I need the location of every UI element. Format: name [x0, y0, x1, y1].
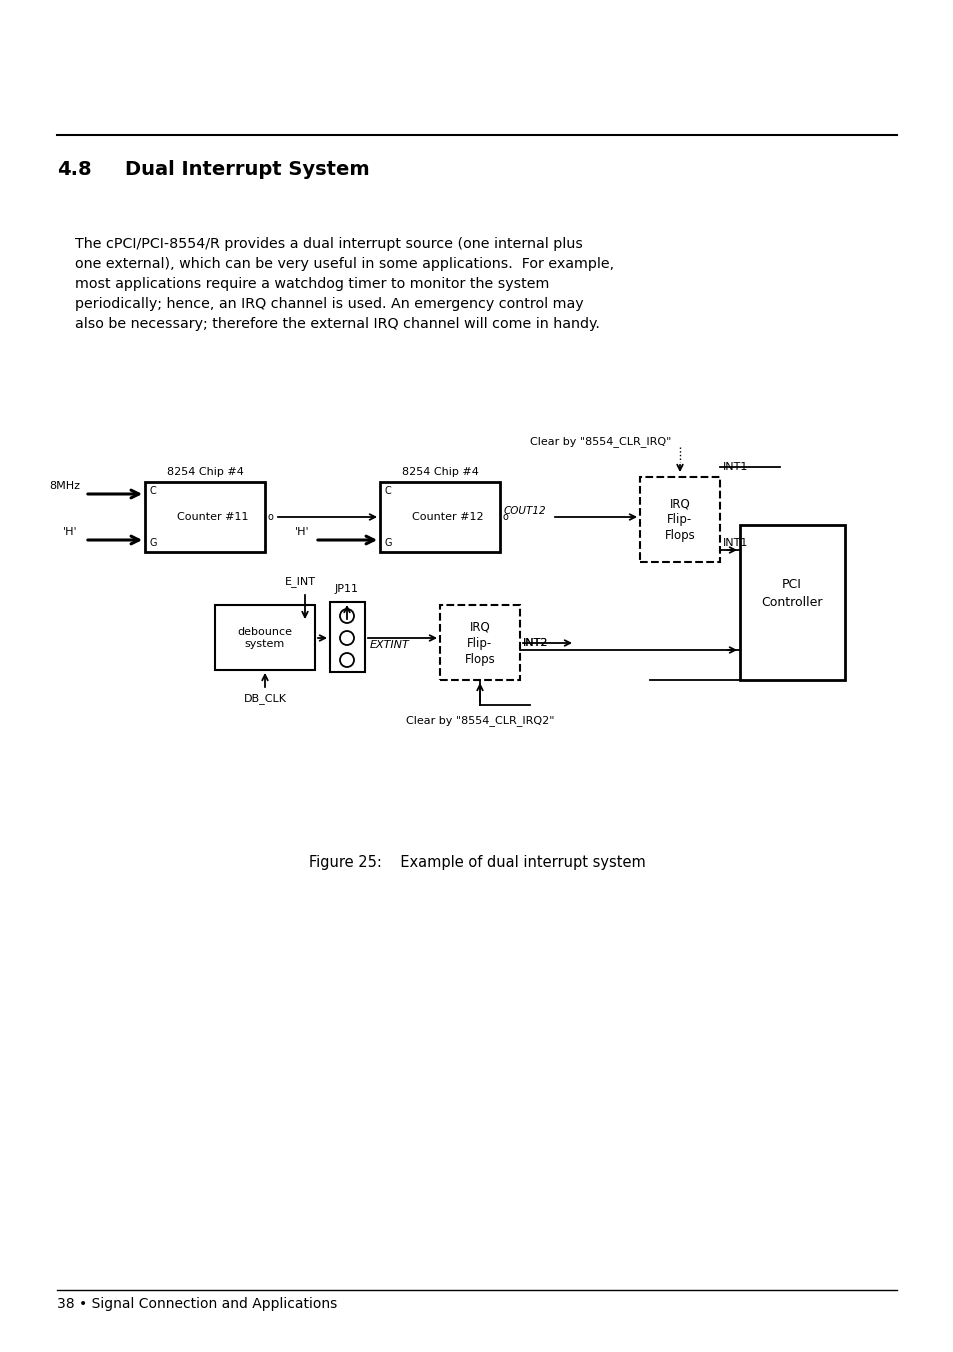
Text: EXTINT: EXTINT — [370, 639, 410, 650]
Text: debounce
system: debounce system — [237, 627, 293, 649]
Text: 'H': 'H' — [295, 527, 310, 537]
Bar — [639, 477, 720, 562]
Text: C: C — [150, 485, 156, 496]
Text: COUT12: COUT12 — [503, 506, 546, 516]
Text: Figure 25:    Example of dual interrupt system: Figure 25: Example of dual interrupt sys… — [309, 854, 644, 869]
Text: periodically; hence, an IRQ channel is used. An emergency control may: periodically; hence, an IRQ channel is u… — [57, 297, 583, 311]
Text: INT1: INT1 — [722, 462, 747, 472]
Text: Counter #11: Counter #11 — [177, 512, 249, 522]
Text: 38 • Signal Connection and Applications: 38 • Signal Connection and Applications — [57, 1297, 337, 1311]
Text: o: o — [502, 512, 508, 522]
Text: 'H': 'H' — [63, 527, 78, 537]
Bar — [330, 602, 365, 672]
Text: C: C — [385, 485, 392, 496]
Bar — [740, 525, 844, 680]
Text: one external), which can be very useful in some applications.  For example,: one external), which can be very useful … — [57, 257, 614, 270]
Text: Dual Interrupt System: Dual Interrupt System — [125, 160, 369, 178]
Text: 8MHz: 8MHz — [49, 481, 80, 491]
Bar — [379, 483, 499, 552]
Text: E_INT: E_INT — [285, 576, 315, 587]
Text: IRQ
Flip-
Flops: IRQ Flip- Flops — [664, 498, 695, 542]
Text: Counter #12: Counter #12 — [412, 512, 483, 522]
Bar — [439, 604, 519, 680]
Text: The cPCI/PCI-8554/R provides a dual interrupt source (one internal plus: The cPCI/PCI-8554/R provides a dual inte… — [57, 237, 582, 251]
Text: IRQ
Flip-
Flops: IRQ Flip- Flops — [464, 621, 495, 665]
Text: G: G — [385, 538, 392, 548]
Text: 8254 Chip #4: 8254 Chip #4 — [401, 466, 478, 477]
Text: o: o — [268, 512, 274, 522]
Text: 8254 Chip #4: 8254 Chip #4 — [167, 466, 243, 477]
Text: INT1: INT1 — [722, 538, 747, 548]
Bar — [214, 604, 314, 671]
Text: INT2: INT2 — [522, 638, 548, 648]
Text: most applications require a watchdog timer to monitor the system: most applications require a watchdog tim… — [57, 277, 549, 291]
Bar — [145, 483, 265, 552]
Text: DB_CLK: DB_CLK — [243, 694, 286, 704]
Text: also be necessary; therefore the external IRQ channel will come in handy.: also be necessary; therefore the externa… — [57, 316, 599, 331]
Text: INT2: INT2 — [522, 638, 548, 648]
Text: 4.8: 4.8 — [57, 160, 91, 178]
Text: Clear by "8554_CLR_IRQ2": Clear by "8554_CLR_IRQ2" — [405, 715, 554, 726]
Text: JP11: JP11 — [335, 584, 358, 594]
Text: Clear by "8554_CLR_IRQ": Clear by "8554_CLR_IRQ" — [530, 437, 671, 448]
Text: G: G — [150, 538, 157, 548]
Text: PCI
Controller: PCI Controller — [760, 577, 821, 608]
